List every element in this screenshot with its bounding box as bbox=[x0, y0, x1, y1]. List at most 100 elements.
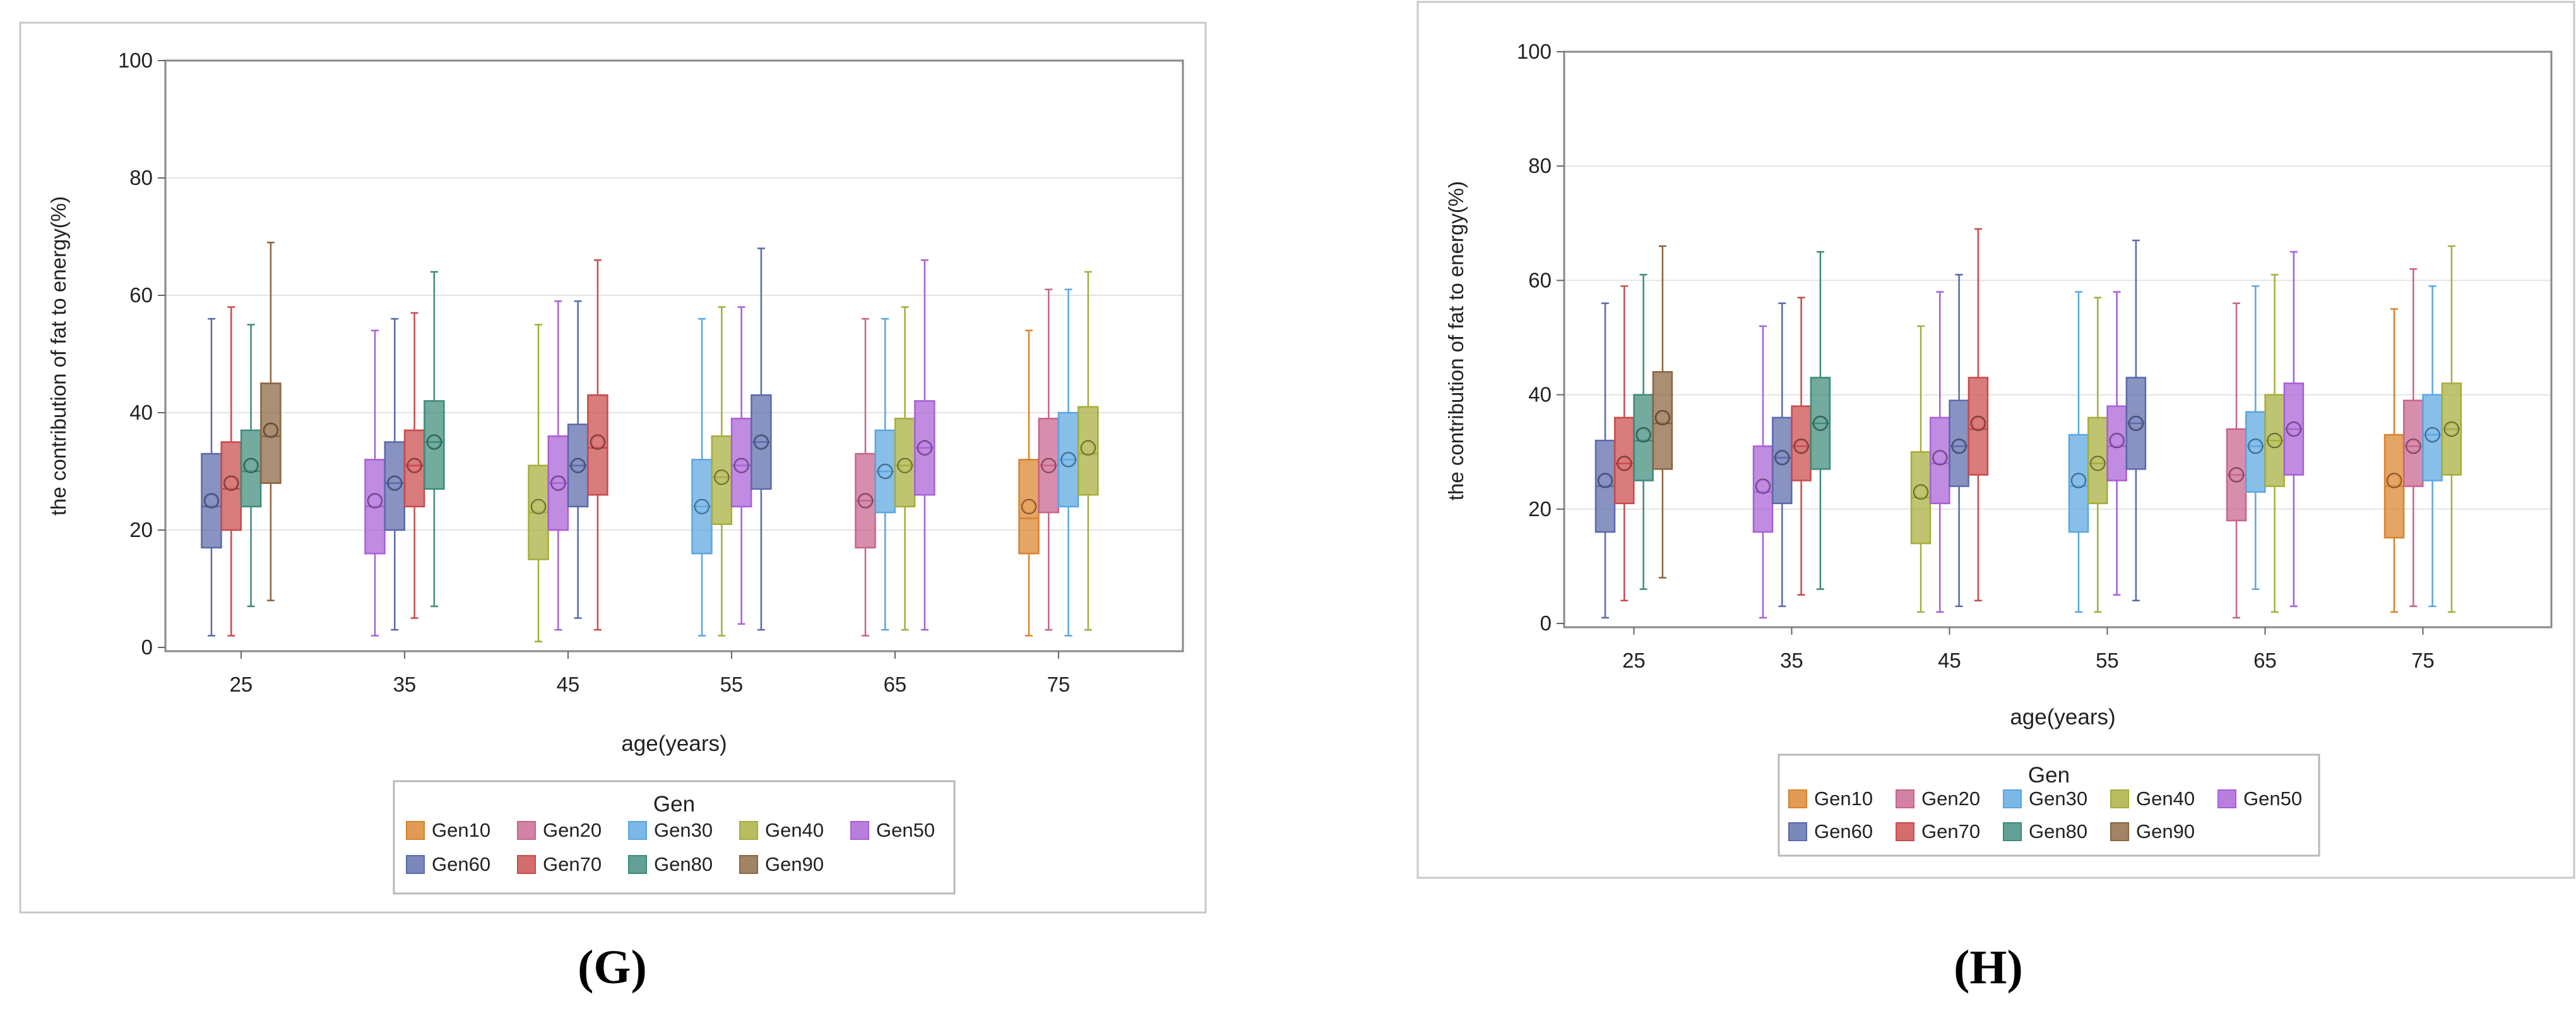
legend-swatch-gen90 bbox=[2110, 822, 2129, 841]
legend-swatch-gen40 bbox=[739, 821, 758, 840]
mean-marker-ring bbox=[715, 470, 729, 485]
mean-marker-ring bbox=[407, 458, 422, 473]
legend-swatch-gen30 bbox=[628, 821, 647, 840]
mean-marker-ring bbox=[2091, 456, 2105, 471]
legend-entry-gen70: Gen70 bbox=[1921, 820, 1980, 842]
legend-swatch-gen70 bbox=[1896, 822, 1914, 841]
legend-entry-gen10: Gen10 bbox=[432, 819, 490, 841]
mean-marker-ring bbox=[1952, 439, 1966, 454]
panel-h: 0 20 40 60 80 100 25 35 45 55 65 75 the contributi… bbox=[1416, 1, 2575, 994]
panel-h-boxes bbox=[1594, 228, 2462, 619]
legend-entry-gen70: Gen70 bbox=[543, 853, 602, 875]
x-tick-label: 65 bbox=[2253, 649, 2277, 672]
mean-marker-ring bbox=[2110, 434, 2124, 448]
x-tick-label: 25 bbox=[230, 673, 253, 696]
legend-swatch-gen80 bbox=[628, 855, 647, 874]
legend-entry-gen50: Gen50 bbox=[2243, 788, 2302, 810]
panel-h-y-axis: 0 20 40 60 80 100 bbox=[1517, 40, 1564, 635]
x-tick-label: 55 bbox=[720, 673, 744, 696]
box-gen60-25 bbox=[201, 317, 222, 637]
legend-entry-gen10: Gen10 bbox=[1814, 788, 1873, 810]
legend-swatch-gen20 bbox=[1896, 789, 1914, 808]
box-gen60-45 bbox=[567, 300, 589, 619]
box-gen50-45 bbox=[1930, 291, 1950, 613]
mean-marker-ring bbox=[1655, 410, 1670, 425]
y-tick-label: 0 bbox=[1540, 611, 1552, 635]
mean-marker-ring bbox=[2425, 428, 2440, 442]
y-tick-label: 20 bbox=[1528, 497, 1552, 521]
panel-g-plot-area bbox=[164, 59, 1184, 652]
box-gen80-25 bbox=[1633, 274, 1654, 590]
mean-marker-ring bbox=[2444, 422, 2459, 436]
panel-h-x-axis: 25 35 45 55 65 75 bbox=[1622, 627, 2435, 672]
panel-g-y-axis: 0 20 40 60 80 100 bbox=[118, 49, 165, 659]
mean-marker-ring bbox=[2267, 434, 2282, 448]
box-gen60-35 bbox=[1772, 302, 1793, 608]
y-tick-label: 100 bbox=[118, 49, 153, 72]
y-tick-label: 100 bbox=[1517, 40, 1552, 63]
box-gen80-35 bbox=[1810, 251, 1831, 590]
legend-swatch-gen60 bbox=[1788, 822, 1807, 841]
box-gen60-55 bbox=[751, 247, 772, 631]
legend-swatch-gen90 bbox=[739, 855, 758, 874]
box-gen50-65 bbox=[2283, 251, 2305, 608]
legend-swatch-gen40 bbox=[2110, 789, 2129, 808]
box-gen40-55 bbox=[2087, 297, 2108, 613]
mean-marker-ring bbox=[695, 499, 709, 514]
box-gen90-25 bbox=[1652, 245, 1673, 579]
y-tick-label: 20 bbox=[129, 518, 153, 541]
panel-g-x-axis: 25 35 45 55 65 75 bbox=[230, 651, 1070, 696]
y-tick-label: 0 bbox=[141, 635, 153, 659]
box-gen60-55 bbox=[2125, 239, 2147, 602]
mean-marker-ring bbox=[754, 435, 768, 449]
box-gen50-35 bbox=[1752, 325, 1774, 619]
box-gen30-65 bbox=[874, 317, 896, 631]
mean-marker-ring bbox=[2387, 473, 2401, 488]
legend-entry-gen90: Gen90 bbox=[2136, 820, 2195, 842]
legend-entry-gen20: Gen20 bbox=[1921, 788, 1980, 810]
box-gen40-75 bbox=[2441, 245, 2462, 613]
y-tick-label: 40 bbox=[129, 401, 153, 424]
mean-marker-ring bbox=[1933, 451, 1947, 465]
mean-marker-ring bbox=[2406, 439, 2421, 454]
box-gen60-25 bbox=[1594, 302, 1616, 619]
box-gen90-25 bbox=[260, 242, 282, 601]
legend-swatch-gen60 bbox=[406, 855, 425, 874]
x-tick-label: 25 bbox=[1622, 649, 1646, 672]
mean-marker-ring bbox=[1794, 439, 1808, 454]
box-gen50-65 bbox=[914, 259, 935, 631]
box-gen20-75 bbox=[2403, 268, 2424, 608]
mean-marker-ring bbox=[1775, 451, 1790, 465]
mean-marker-ring bbox=[368, 493, 382, 508]
panel-h-x-axis-label: age(years) bbox=[2010, 705, 2115, 729]
x-tick-label: 75 bbox=[2411, 649, 2435, 672]
legend-swatch-gen30 bbox=[2003, 789, 2022, 808]
legend-swatch-gen50 bbox=[850, 821, 869, 840]
legend-swatch-gen10 bbox=[406, 821, 425, 840]
mean-marker-ring bbox=[878, 464, 893, 478]
mean-marker-ring bbox=[917, 440, 932, 455]
x-tick-label: 45 bbox=[1938, 649, 1961, 672]
mean-marker-ring bbox=[1914, 485, 1928, 499]
box-gen40-75 bbox=[1077, 271, 1099, 631]
panel-h-y-axis-label: the contribution of fat to energy(%) bbox=[1444, 181, 1468, 500]
mean-marker-ring bbox=[205, 493, 218, 508]
box-gen70-35 bbox=[1791, 297, 1812, 596]
box-gen30-65 bbox=[2245, 285, 2266, 590]
mean-marker-ring bbox=[2229, 468, 2243, 482]
box-gen40-55 bbox=[711, 306, 733, 637]
x-tick-label: 55 bbox=[2096, 649, 2119, 672]
mean-marker-ring bbox=[1617, 456, 1632, 471]
box-gen40-45 bbox=[528, 324, 549, 642]
legend-swatch-gen70 bbox=[517, 855, 536, 874]
legend-entry-gen80: Gen80 bbox=[2029, 820, 2087, 842]
mean-marker-ring bbox=[858, 493, 872, 508]
box-gen50-55 bbox=[730, 306, 752, 625]
panel-g-x-axis-label: age(years) bbox=[621, 731, 727, 756]
mean-marker-ring bbox=[734, 458, 749, 473]
mean-marker-ring bbox=[1061, 452, 1076, 467]
legend-entry-gen30: Gen30 bbox=[2029, 788, 2087, 810]
panel-g-y-axis-label: the contribution of fat to energy(%) bbox=[47, 196, 70, 516]
box-gen40-65 bbox=[894, 306, 916, 631]
legend-entry-gen50: Gen50 bbox=[876, 819, 935, 841]
